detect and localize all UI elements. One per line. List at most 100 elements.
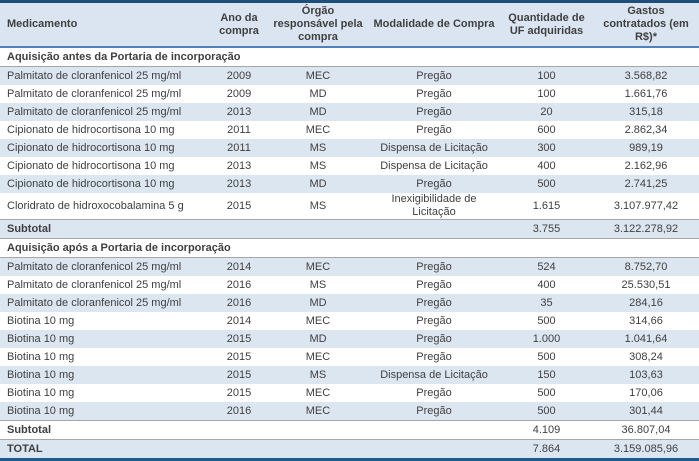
col-header-ano-da-compra: Ano da compra: [210, 1, 268, 48]
cell-modalidade: Dispensa de Licitação: [368, 139, 500, 157]
cell-gastos: 2.162,96: [593, 157, 699, 175]
cell-orgao: MEC: [268, 402, 368, 421]
cell-medicamento: Biotina 10 mg: [0, 330, 210, 348]
table-row: Biotina 10 mg 2015 MS Dispensa de Licita…: [0, 366, 699, 384]
cell-ano: 2015: [210, 384, 268, 402]
cell-ano: 2014: [210, 312, 268, 330]
cell-modalidade: Dispensa de Licitação: [368, 366, 500, 384]
cell-gastos: 2.862,34: [593, 121, 699, 139]
section-title: Aquisição antes da Portaria de incorpora…: [0, 46, 699, 67]
subtotal-gastos: 3.122.278,92: [593, 219, 699, 239]
cell-gastos: 308,24: [593, 348, 699, 366]
cell-medicamento: Biotina 10 mg: [0, 366, 210, 384]
col-header-gastos-contratados: Gastos contratados (em R$)*: [593, 1, 699, 48]
cell-modalidade: Pregão: [368, 384, 500, 402]
cell-ano: 2015: [210, 193, 268, 220]
cell-orgao: MD: [268, 175, 368, 193]
cell-modalidade: Dispensa de Licitação: [368, 157, 500, 175]
subtotal-row: Subtotal 4.109 36.807,04: [0, 420, 699, 440]
cell-quantidade: 400: [500, 157, 593, 175]
cell-quantidade: 500: [500, 175, 593, 193]
cell-ano: 2015: [210, 348, 268, 366]
cell-ano: 2014: [210, 257, 268, 276]
cell-gastos: 314,66: [593, 312, 699, 330]
cell-modalidade: Pregão: [368, 294, 500, 312]
cell-ano: 2013: [210, 103, 268, 121]
cell-medicamento: Cipionato de hidrocortisona 10 mg: [0, 139, 210, 157]
cell-medicamento: Biotina 10 mg: [0, 312, 210, 330]
cell-orgao: MEC: [268, 257, 368, 276]
cell-orgao: MS: [268, 193, 368, 220]
table-row: Biotina 10 mg 2015 MEC Pregão 500 308,24: [0, 348, 699, 366]
cell-orgao: MS: [268, 276, 368, 294]
table-row: Palmitato de cloranfenicol 25 mg/ml 2009…: [0, 85, 699, 103]
cell-gastos: 1.041,64: [593, 330, 699, 348]
total-row: TOTAL 7.864 3.159.085,96: [0, 439, 699, 460]
cell-quantidade: 500: [500, 402, 593, 421]
col-header-modalidade-de-compra: Modalidade de Compra: [368, 1, 500, 48]
section-header-row: Aquisição após a Portaria de incorporaçã…: [0, 238, 699, 258]
cell-medicamento: Cipionato de hidrocortisona 10 mg: [0, 157, 210, 175]
cell-gastos: 25.530,51: [593, 276, 699, 294]
cell-medicamento: Cipionato de hidrocortisona 10 mg: [0, 175, 210, 193]
cell-medicamento: Cloridrato de hidroxocobalamina 5 g: [0, 193, 210, 220]
cell-orgao: MEC: [268, 66, 368, 85]
cell-quantidade: 300: [500, 139, 593, 157]
cell-medicamento: Palmitato de cloranfenicol 25 mg/ml: [0, 103, 210, 121]
cell-medicamento: Biotina 10 mg: [0, 348, 210, 366]
cell-modalidade: Pregão: [368, 330, 500, 348]
cell-orgao: MEC: [268, 312, 368, 330]
cell-ano: 2016: [210, 402, 268, 421]
cell-medicamento: Palmitato de cloranfenicol 25 mg/ml: [0, 257, 210, 276]
cell-modalidade: Pregão: [368, 257, 500, 276]
cell-orgao: MEC: [268, 348, 368, 366]
cell-modalidade: Pregão: [368, 312, 500, 330]
cell-quantidade: 100: [500, 66, 593, 85]
cell-orgao: MS: [268, 139, 368, 157]
cell-medicamento: Palmitato de cloranfenicol 25 mg/ml: [0, 66, 210, 85]
cell-ano: 2013: [210, 157, 268, 175]
cell-modalidade: Pregão: [368, 348, 500, 366]
cell-modalidade: Pregão: [368, 276, 500, 294]
cell-gastos: 315,18: [593, 103, 699, 121]
cell-quantidade: 600: [500, 121, 593, 139]
cell-modalidade: Pregão: [368, 402, 500, 421]
cell-orgao: MEC: [268, 384, 368, 402]
subtotal-label: Subtotal: [0, 219, 500, 239]
cell-orgao: MD: [268, 85, 368, 103]
cell-quantidade: 524: [500, 257, 593, 276]
cell-quantidade: 400: [500, 276, 593, 294]
cell-ano: 2013: [210, 175, 268, 193]
section-header-row: Aquisição antes da Portaria de incorpora…: [0, 46, 699, 67]
total-gastos: 3.159.085,96: [593, 439, 699, 460]
cell-modalidade: Pregão: [368, 85, 500, 103]
table-row: Palmitato de cloranfenicol 25 mg/ml 2014…: [0, 257, 699, 276]
cell-gastos: 103,63: [593, 366, 699, 384]
table-row: Cipionato de hidrocortisona 10 mg 2011 M…: [0, 139, 699, 157]
cell-medicamento: Palmitato de cloranfenicol 25 mg/ml: [0, 294, 210, 312]
cell-medicamento: Biotina 10 mg: [0, 384, 210, 402]
total-quantidade: 7.864: [500, 439, 593, 460]
cell-orgao: MEC: [268, 121, 368, 139]
table-row: Cloridrato de hidroxocobalamina 5 g 2015…: [0, 193, 699, 220]
col-header-quantidade-uf: Quantidade de UF adquiridas: [500, 1, 593, 48]
cell-gastos: 3.107.977,42: [593, 193, 699, 220]
table-row: Palmitato de cloranfenicol 25 mg/ml 2009…: [0, 66, 699, 85]
table-row: Cipionato de hidrocortisona 10 mg 2013 M…: [0, 157, 699, 175]
table-header-row: Medicamento Ano da compra Órgão responsá…: [0, 1, 699, 48]
cell-gastos: 1.661,76: [593, 85, 699, 103]
cell-gastos: 2.741,25: [593, 175, 699, 193]
cell-quantidade: 20: [500, 103, 593, 121]
cell-gastos: 3.568,82: [593, 66, 699, 85]
cell-ano: 2011: [210, 139, 268, 157]
table-row: Palmitato de cloranfenicol 25 mg/ml 2016…: [0, 276, 699, 294]
col-header-orgao-responsavel: Órgão responsável pela compra: [268, 1, 368, 48]
cell-ano: 2015: [210, 366, 268, 384]
table-row: Biotina 10 mg 2016 MEC Pregão 500 301,44: [0, 402, 699, 421]
subtotal-gastos: 36.807,04: [593, 420, 699, 440]
table-row: Biotina 10 mg 2014 MEC Pregão 500 314,66: [0, 312, 699, 330]
cell-modalidade: Pregão: [368, 175, 500, 193]
cell-ano: 2016: [210, 294, 268, 312]
table-row: Biotina 10 mg 2015 MD Pregão 1.000 1.041…: [0, 330, 699, 348]
